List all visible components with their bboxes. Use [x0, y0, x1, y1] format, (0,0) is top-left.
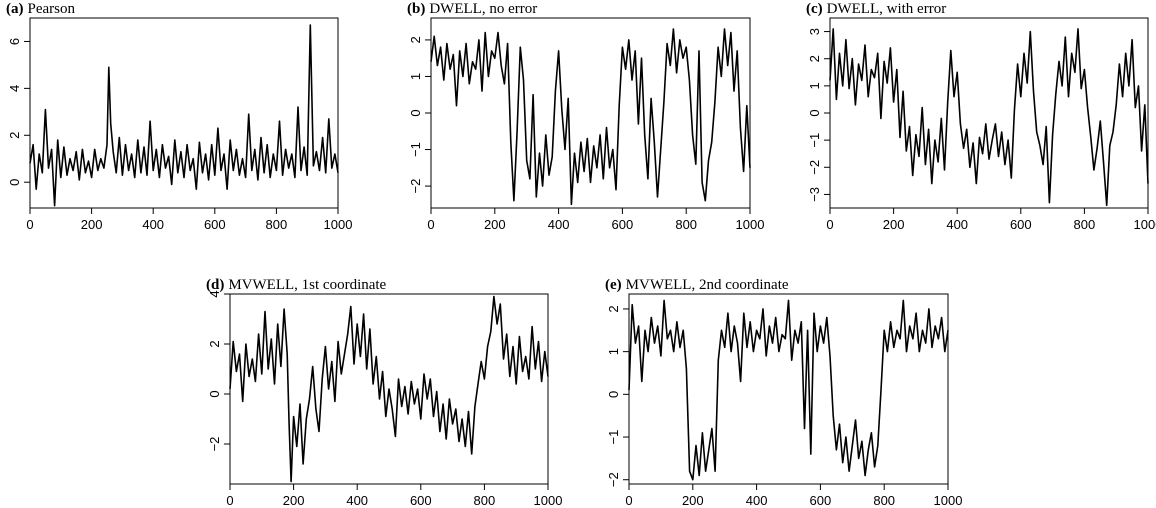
x-tick-label: 200	[883, 217, 905, 232]
panel-title: (a) Pearson	[6, 1, 75, 17]
x-tick-label: 400	[548, 217, 570, 232]
panel-e: (e) MVWELL, 2nd coordinate 0 200 400 600 800 1…	[605, 277, 962, 508]
x-tick-label: 0	[826, 217, 833, 232]
panel-a: (a) Pearson 0 200 400 600 800 1000 0 2 4 6	[6, 1, 352, 232]
panel-title-text: MVWELL, 1st coordinate	[228, 277, 386, 293]
y-tick-label: 1	[606, 348, 621, 355]
y-tick-label: 0	[207, 390, 222, 397]
x-tick-label: 600	[204, 217, 226, 232]
x-tick-label: 0	[226, 493, 233, 508]
panel-b: (b) DWELL, no error 0 200 400 600 800 1000 −2 −1…	[407, 1, 764, 232]
y-tick-label: 2	[807, 55, 822, 62]
x-tick-label: 400	[142, 217, 164, 232]
x-tick-label: 600	[612, 217, 634, 232]
panel-title-letter: (e)	[605, 277, 622, 293]
plot-frame	[29, 17, 339, 209]
y-tick-label: 2	[606, 305, 621, 312]
panel-title-text: MVWELL, 2nd coordinate	[626, 277, 789, 293]
y-tick-label: −2	[606, 472, 621, 487]
x-tick-label: 600	[1010, 217, 1032, 232]
y-tick-label: 0	[7, 179, 22, 186]
y-tick-label: −1	[606, 430, 621, 445]
panel-title-text: DWELL, with error	[827, 1, 947, 17]
panel-title-letter: (b)	[407, 1, 425, 17]
x-tick-label: 800	[1074, 217, 1096, 232]
x-tick-label: 200	[682, 493, 704, 508]
x-tick-label: 1000	[324, 217, 353, 232]
x-tick-label: 0	[625, 493, 632, 508]
x-tick-label: 200	[484, 217, 506, 232]
series-line	[829, 28, 1149, 207]
x-tick-label: 1000	[1134, 217, 1156, 232]
y-tick-label: −3	[807, 187, 822, 202]
y-tick-label: 4	[7, 85, 22, 92]
y-tick-label: 6	[7, 38, 22, 45]
series-line	[628, 299, 949, 481]
x-tick-label: 400	[746, 493, 768, 508]
x-tick-label: 0	[427, 217, 434, 232]
panel-title-text: Pearson	[28, 1, 76, 17]
y-tick-label: 1	[807, 82, 822, 89]
x-tick-label: 600	[410, 493, 432, 508]
panel-d: (d) MVWELL, 1st coordinate 0 200 400 600 800 1…	[206, 277, 562, 508]
x-tick-label: 200	[283, 493, 305, 508]
y-tick-label: 2	[7, 132, 22, 139]
y-tick-label: −2	[408, 179, 423, 194]
x-tick-label: 1000	[736, 217, 765, 232]
panel-title: (e) MVWELL, 2nd coordinate	[605, 277, 789, 293]
panel-title-letter: (d)	[206, 277, 224, 293]
y-tick-label: −2	[207, 437, 222, 452]
plot-frame	[829, 17, 1149, 209]
series-line	[229, 295, 549, 483]
y-tick-label: 0	[807, 109, 822, 116]
x-tick-label: 800	[675, 217, 697, 232]
y-tick-label: 1	[408, 73, 423, 80]
y-tick-label: 4	[207, 290, 222, 297]
panel-title-letter: (a)	[6, 1, 24, 17]
panel-title: (b) DWELL, no error	[407, 1, 537, 17]
y-tick-label: 3	[807, 28, 822, 35]
x-tick-label: 800	[873, 493, 895, 508]
y-tick-label: 0	[606, 391, 621, 398]
y-tick-label: 0	[408, 109, 423, 116]
y-tick-label: 2	[408, 36, 423, 43]
x-tick-label: 400	[946, 217, 968, 232]
y-tick-label: −1	[408, 142, 423, 157]
panel-title-letter: (c)	[806, 1, 823, 17]
x-tick-label: 1000	[934, 493, 963, 508]
x-tick-label: 0	[26, 217, 33, 232]
x-tick-label: 600	[810, 493, 832, 508]
y-tick-label: −1	[807, 133, 822, 148]
x-tick-label: 800	[266, 217, 288, 232]
x-tick-label: 400	[346, 493, 368, 508]
series-line	[430, 28, 751, 206]
panel-c: (c)DWELL, with error 0 200 400 600 800 1000 −3…	[806, 1, 1156, 232]
x-tick-label: 800	[474, 493, 496, 508]
panel-title: (c) DWELL, with error	[806, 1, 946, 17]
y-tick-label: 2	[207, 340, 222, 347]
panel-title-text: DWELL, no error	[429, 1, 537, 17]
series-line	[29, 24, 339, 207]
panel-title: (d) MVWELL, 1st coordinate	[206, 277, 387, 293]
x-tick-label: 200	[81, 217, 103, 232]
x-tick-label: 1000	[534, 493, 563, 508]
y-tick-label: −2	[807, 160, 822, 175]
